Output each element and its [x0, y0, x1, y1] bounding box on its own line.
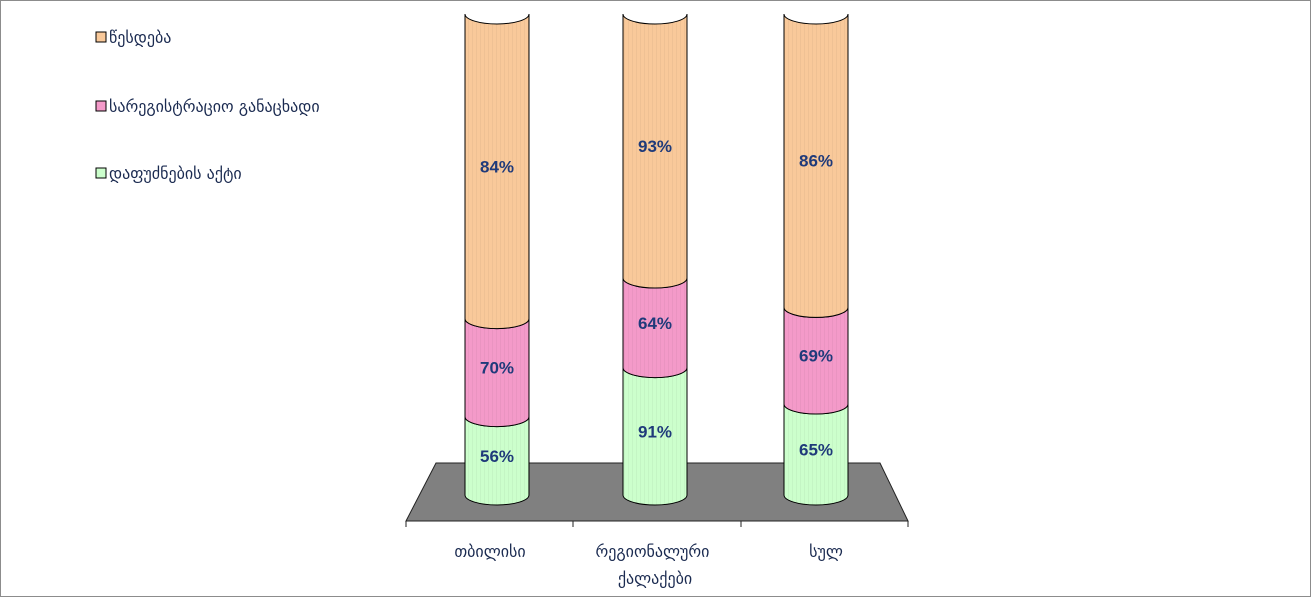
bar-segment-texture: [623, 278, 687, 378]
legend-swatch: [95, 100, 107, 112]
legend-label: სარეგისტრაციო განაცხადი: [109, 97, 320, 116]
bar-segment-texture: [784, 307, 848, 414]
category-label: თბილისი: [454, 542, 525, 561]
bar-segment-texture: [623, 14, 687, 288]
bars-layer: 56% 70% 84% 91% 64% 93% 65% 69% 86%: [464, 13, 849, 506]
data-label: 91%: [638, 422, 672, 441]
bar-segment-texture: [784, 14, 848, 318]
data-label: 65%: [799, 441, 833, 460]
data-label: 86%: [799, 152, 833, 171]
category-label: სულ: [809, 542, 843, 561]
bar-segment-texture: [784, 404, 848, 505]
data-label: 56%: [480, 447, 514, 466]
data-label: 69%: [799, 347, 833, 366]
data-label: 64%: [638, 314, 672, 333]
legend-label: დაფუძნების აქტი: [109, 164, 242, 183]
bar-segment-texture: [465, 416, 529, 505]
legend-swatch: [95, 31, 107, 43]
data-label: 84%: [480, 157, 514, 176]
category-label: რეგიონალური ქალაქები: [596, 542, 715, 588]
bar-segment-texture: [623, 367, 687, 505]
legend-label: წესდება: [109, 28, 171, 47]
data-label: 70%: [480, 359, 514, 378]
legend-swatch: [95, 167, 107, 179]
bar-segment-texture: [465, 318, 529, 427]
legend: წესდება სარეგისტრაციო განაცხადი დაფუძნებ…: [95, 28, 320, 183]
data-label: 93%: [638, 137, 672, 156]
bar-segment-texture: [465, 14, 529, 329]
